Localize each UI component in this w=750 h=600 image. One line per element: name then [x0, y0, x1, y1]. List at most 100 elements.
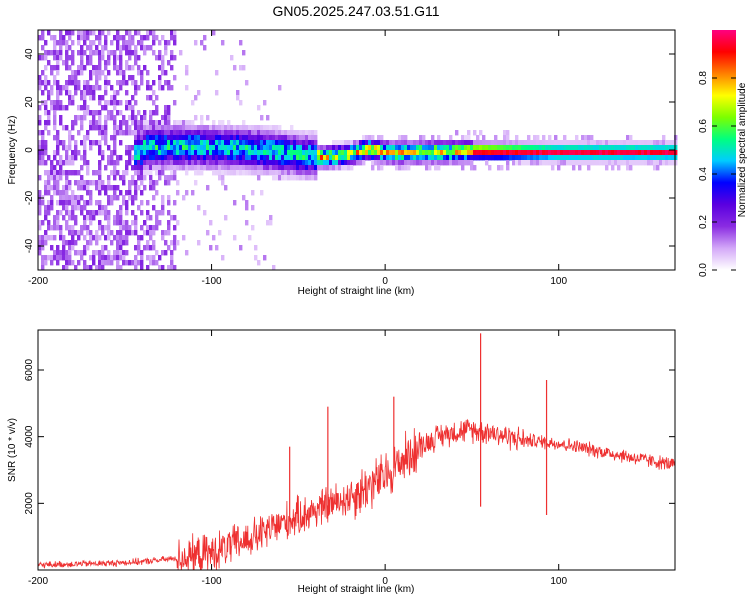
heatmap-cell — [218, 130, 222, 136]
heatmap-cell — [641, 155, 645, 161]
heatmap-cell — [287, 150, 291, 156]
heatmap-cell — [125, 90, 129, 96]
heatmap-cell — [119, 175, 123, 181]
heatmap-cell — [221, 155, 225, 161]
heatmap-cell — [164, 155, 168, 161]
heatmap-cell — [89, 40, 93, 46]
heatmap-cell — [41, 35, 45, 41]
heatmap-cell — [341, 150, 345, 156]
heatmap-cell — [431, 155, 435, 161]
heatmap-cell — [233, 145, 237, 151]
heatmap-cell — [143, 230, 147, 236]
heatmap-cell — [386, 145, 390, 151]
heatmap-cell — [251, 190, 255, 196]
heatmap-cell — [41, 100, 45, 106]
heatmap-cell — [95, 170, 99, 176]
heatmap-cell — [212, 120, 216, 126]
heatmap-cell — [77, 130, 81, 136]
colorbar-tick-label: 0.0 — [698, 263, 709, 277]
heatmap-cell — [593, 150, 597, 156]
heatmap-cell — [482, 135, 486, 141]
heatmap-cell — [65, 145, 69, 151]
heatmap-cell — [140, 115, 144, 121]
heatmap-cell — [569, 140, 573, 146]
heatmap-cell — [104, 165, 108, 171]
heatmap-cell — [44, 150, 48, 156]
heatmap-cell — [224, 135, 228, 141]
heatmap-cell — [641, 145, 645, 151]
heatmap-cell — [122, 130, 126, 136]
heatmap-cell — [299, 175, 303, 181]
heatmap-cell — [89, 50, 93, 56]
heatmap-cell — [671, 155, 675, 161]
heatmap-cell — [107, 235, 111, 241]
heatmap-cell — [38, 160, 42, 166]
heatmap-cell — [98, 110, 102, 116]
heatmap-cell — [110, 255, 114, 261]
heatmap-cell — [551, 165, 555, 171]
heatmap-cell — [488, 145, 492, 151]
heatmap-cell — [584, 145, 588, 151]
heatmap-cell — [77, 30, 81, 36]
heatmap-cell — [164, 40, 168, 46]
heatmap-cell — [176, 120, 180, 126]
heatmap-cell — [488, 155, 492, 161]
heatmap-cell — [278, 140, 282, 146]
heatmap-cell — [185, 130, 189, 136]
heatmap-cell — [380, 145, 384, 151]
heatmap-cell — [443, 150, 447, 156]
heatmap-cell — [413, 155, 417, 161]
heatmap-cell — [356, 155, 360, 161]
heatmap-cell — [635, 150, 639, 156]
heatmap-cell — [107, 50, 111, 56]
heatmap-cell — [59, 105, 63, 111]
heatmap-cell — [569, 155, 573, 161]
heatmap-cell — [50, 245, 54, 251]
heatmap-cell — [62, 205, 66, 211]
heatmap-cell — [146, 30, 150, 36]
heatmap-cell — [668, 150, 672, 156]
heatmap-cell — [122, 255, 126, 261]
spectrogram-ylabel: Frequency (Hz) — [7, 116, 18, 185]
heatmap-cell — [137, 130, 141, 136]
heatmap-cell — [572, 155, 576, 161]
heatmap-cell — [149, 110, 153, 116]
heatmap-cell — [164, 80, 168, 86]
heatmap-cell — [599, 155, 603, 161]
heatmap-cell — [167, 180, 171, 186]
heatmap-cell — [101, 105, 105, 111]
heatmap-cell — [98, 130, 102, 136]
heatmap-cell — [143, 155, 147, 161]
heatmap-cell — [41, 235, 45, 241]
heatmap-cell — [47, 210, 51, 216]
heatmap-cell — [332, 145, 336, 151]
heatmap-cell — [230, 150, 234, 156]
heatmap-cell — [245, 220, 249, 226]
spectrogram-xtick-label: -200 — [28, 276, 48, 287]
heatmap-cell — [233, 235, 237, 241]
heatmap-cell — [89, 220, 93, 226]
heatmap-cell — [95, 70, 99, 76]
heatmap-cell — [116, 240, 120, 246]
heatmap-cell — [194, 150, 198, 156]
heatmap-cell — [197, 240, 201, 246]
heatmap-cell — [545, 145, 549, 151]
heatmap-cell — [443, 145, 447, 151]
heatmap-cell — [347, 165, 351, 171]
heatmap-cell — [68, 170, 72, 176]
snr-xlabel: Height of straight line (km) — [298, 584, 415, 595]
heatmap-cell — [185, 70, 189, 76]
heatmap-cell — [83, 200, 87, 206]
heatmap-cell — [137, 85, 141, 91]
heatmap-cell — [305, 165, 309, 171]
heatmap-cell — [38, 115, 42, 121]
snr-xtick-label: -200 — [28, 576, 48, 587]
heatmap-cell — [206, 135, 210, 141]
heatmap-cell — [38, 120, 42, 126]
heatmap-cell — [173, 245, 177, 251]
heatmap-cell — [65, 260, 69, 266]
heatmap-cell — [236, 145, 240, 151]
heatmap-cell — [80, 195, 84, 201]
heatmap-cell — [119, 240, 123, 246]
heatmap-cell — [449, 155, 453, 161]
